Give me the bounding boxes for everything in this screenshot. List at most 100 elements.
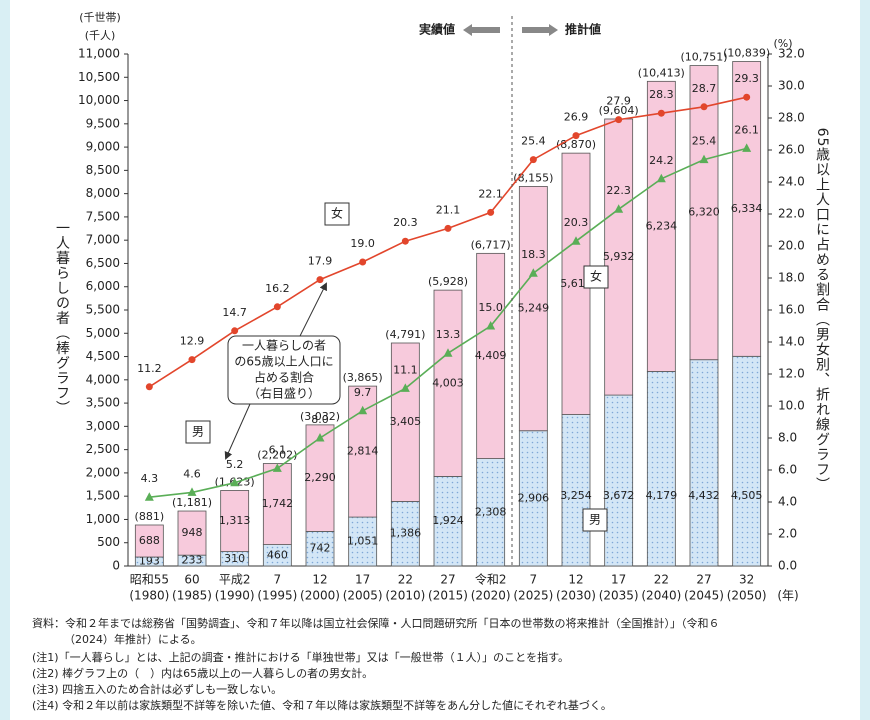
x-tick-label: (2010): [385, 589, 425, 603]
bar: [220, 490, 250, 552]
y-tick-label: 8,000: [86, 186, 120, 200]
total-label: (10,413): [638, 66, 685, 79]
bar: [262, 463, 292, 545]
y2-tick-label: 2.0: [778, 527, 797, 541]
line-value-label: 18.3: [521, 248, 546, 261]
y-tick-label: 9,500: [86, 116, 120, 130]
line-marker: [272, 463, 282, 472]
y2-unit: (%): [773, 37, 792, 50]
total-label: (10,751): [680, 51, 727, 64]
y-tick-label: 10,500: [78, 70, 120, 84]
note: （2024）年推計）による。: [64, 632, 202, 646]
total-label: (6,717): [471, 238, 511, 251]
total-label: (10,839): [723, 46, 770, 59]
y-tick-label: 3,500: [86, 396, 120, 410]
line-marker: [656, 173, 666, 183]
line-value-label: 4.3: [141, 472, 159, 485]
bar-value-label: 3,254: [560, 489, 592, 502]
x-tick-label: (2030): [556, 589, 596, 603]
total-label: (2,202): [257, 449, 297, 462]
bar: [732, 355, 762, 567]
line-marker: [401, 237, 409, 245]
line-value-label: 26.1: [734, 123, 759, 136]
x-tick-label: 17: [355, 573, 370, 587]
x-tick-label: 22: [398, 573, 413, 587]
line-marker: [614, 204, 624, 213]
y-tick-label: 6,000: [86, 279, 120, 293]
y-tick-label: 6,500: [86, 256, 120, 270]
arrow-right: [522, 24, 558, 36]
line-value-label: 29.3: [734, 72, 759, 85]
y-tick-label: 9,000: [86, 140, 120, 154]
x-tick-label: 平成2: [219, 573, 251, 587]
y-tick-label: 11,000: [78, 47, 120, 61]
forecast-label: 推計値: [565, 22, 601, 37]
legend-box: [185, 420, 211, 444]
line-value-label: 22.1: [478, 187, 503, 200]
x-tick-label: 令和2: [475, 572, 507, 587]
note: (注2) 棒グラフ上の（ ）内は65歳以上の一人暮らしの者の男女計。: [32, 666, 373, 680]
callout-text: 占める割合: [254, 370, 314, 385]
total-label: (5,928): [428, 275, 468, 288]
bar-value-label: 193: [139, 555, 160, 568]
line-value-label: 28.3: [649, 88, 674, 101]
legend-label: 女: [590, 269, 602, 284]
line-value-label: 26.9: [564, 111, 589, 124]
bar: [518, 430, 548, 567]
bar-value-label: 460: [267, 548, 288, 561]
line-marker: [700, 103, 708, 111]
y-tick-label: 4,500: [86, 349, 120, 363]
bar: [518, 186, 548, 432]
bar-value-label: 310: [224, 552, 245, 565]
bar: [689, 359, 719, 567]
line-marker: [188, 356, 196, 364]
y-tick-label: 7,000: [86, 233, 120, 247]
line-value-label: 11.1: [393, 363, 418, 376]
bar-value-label: 4,505: [731, 489, 763, 502]
x-tick-label: (2005): [343, 589, 383, 603]
bar: [732, 61, 762, 357]
y2-tick-label: 4.0: [778, 495, 797, 509]
bar-value-label: 2,290: [304, 471, 336, 484]
x-tick-label: 12: [312, 573, 327, 587]
callout-text: （右目盛り）: [248, 386, 320, 401]
bar-value-label: 5,249: [518, 302, 550, 315]
line-marker: [231, 327, 239, 335]
x-tick-label: 12: [568, 573, 583, 587]
bar: [134, 524, 164, 558]
x-tick-label: (2050): [727, 589, 767, 603]
y2-tick-label: 10.0: [778, 399, 805, 413]
x-tick-label: (2045): [684, 589, 724, 603]
bar-value-label: 3,405: [390, 415, 422, 428]
x-tick-label: (2040): [641, 589, 681, 603]
total-label: (3,032): [300, 410, 340, 423]
bar-value-label: 233: [182, 554, 203, 567]
y-tick-label: 1,500: [86, 489, 120, 503]
line-marker: [657, 109, 665, 117]
line-value-label: 12.9: [180, 335, 205, 348]
callout-arrow: [299, 282, 327, 337]
x-tick-label: 7: [530, 573, 538, 587]
line-marker: [145, 383, 153, 391]
y-tick-label: 7,500: [86, 209, 120, 223]
line-value-label: 14.7: [222, 306, 247, 319]
total-label: (881): [135, 510, 165, 523]
bar: [476, 252, 506, 459]
y2-tick-label: 16.0: [778, 303, 805, 317]
line-marker: [230, 477, 240, 487]
line-marker: [400, 383, 410, 392]
line-value-label: 28.7: [692, 82, 717, 95]
x-tick-label: 27: [440, 573, 455, 587]
bar-value-label: 1,742: [262, 497, 294, 510]
bar: [177, 510, 207, 556]
line-marker: [529, 156, 537, 164]
line-value-label: 20.3: [564, 216, 589, 229]
line-value-label: 20.3: [393, 216, 418, 229]
line-marker: [487, 208, 495, 216]
x-tick-label: 7: [274, 573, 282, 587]
y-title: 一人暮らしの者（棒グラフ）: [54, 221, 70, 416]
line-marker: [187, 487, 197, 496]
line-value-label: 6.1: [269, 443, 287, 456]
bar: [390, 342, 420, 502]
total-label: (9,604): [599, 104, 639, 117]
